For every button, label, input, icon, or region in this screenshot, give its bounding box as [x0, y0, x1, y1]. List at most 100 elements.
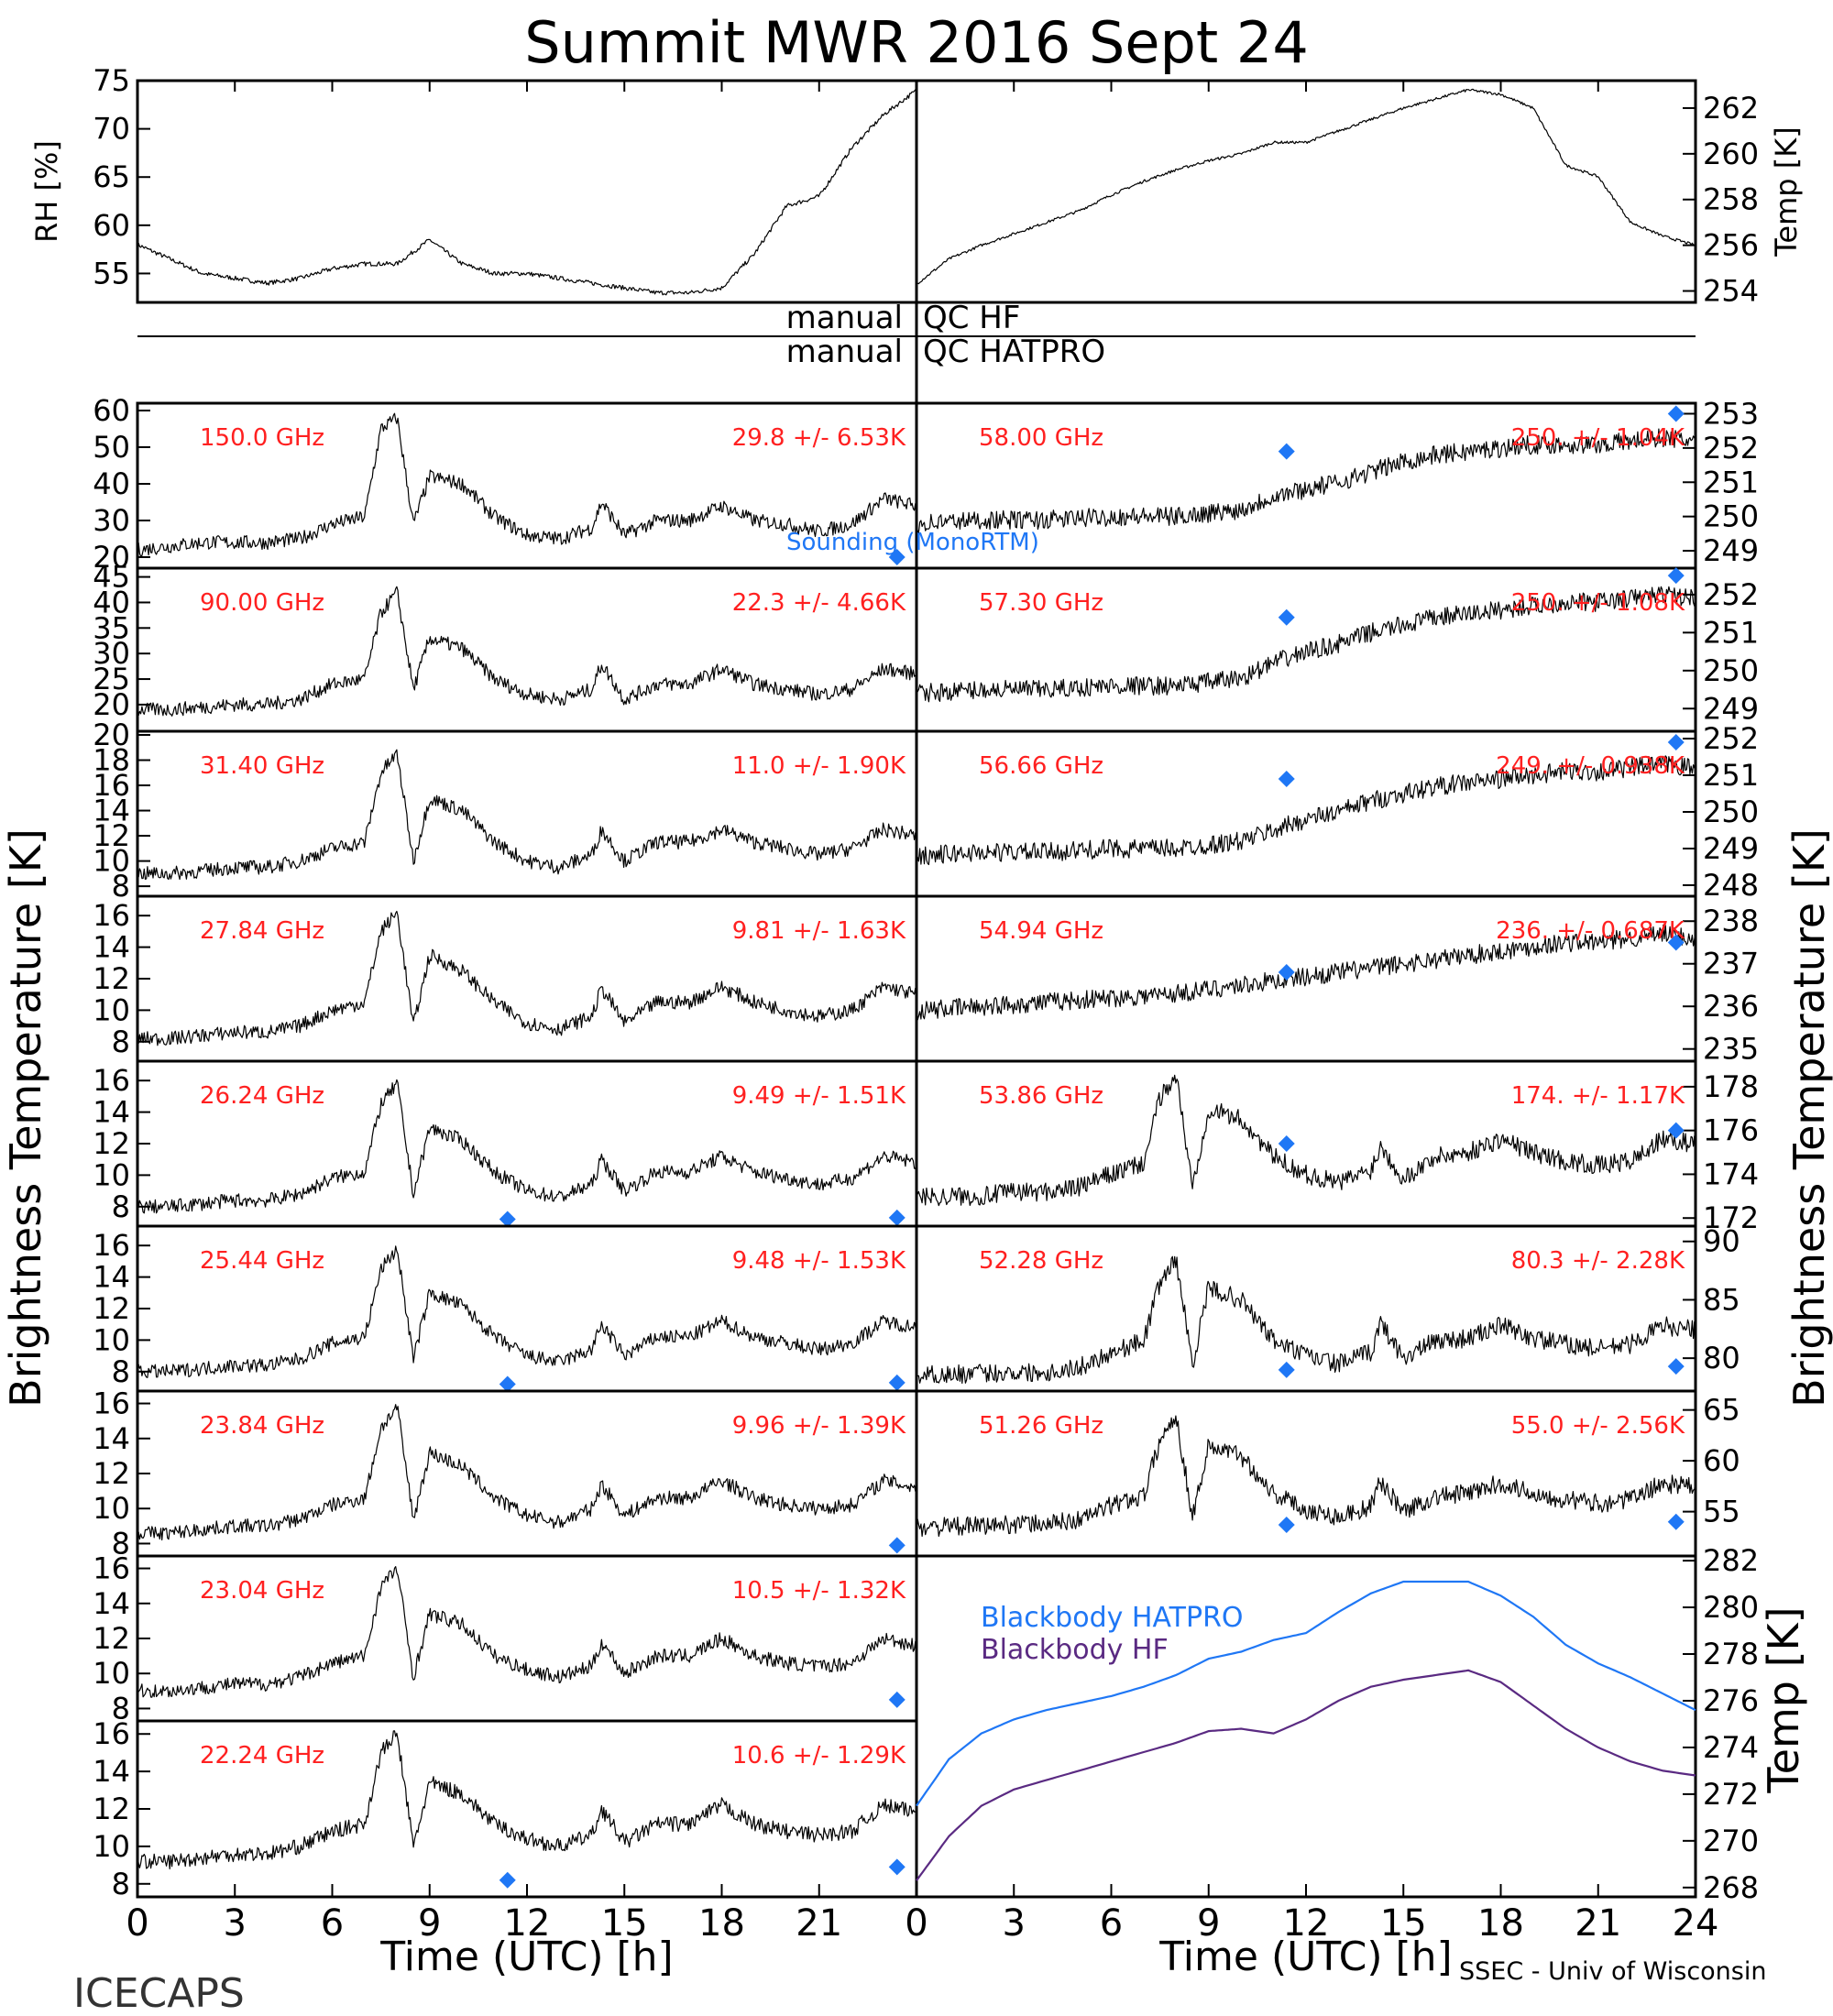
hf_25-sounding-marker — [888, 1374, 906, 1391]
hf_31-ytick-label: 16 — [93, 768, 130, 803]
hp_56-ytick-label: 249 — [1703, 831, 1759, 866]
blackbody-ytick-label: 282 — [1703, 1543, 1759, 1578]
hf_25-sounding-marker — [499, 1375, 516, 1393]
footer-icecaps: ICECAPS — [73, 1970, 245, 2016]
hp_54-trace — [916, 924, 1696, 1021]
rh-ytick-label: 55 — [93, 256, 130, 290]
hp_54-ytick-label: 236 — [1703, 989, 1759, 1024]
hf_27-ytick-label: 12 — [93, 961, 130, 996]
hf_25-ytick-label: 14 — [93, 1260, 130, 1295]
hf_27-ytick-label: 14 — [93, 930, 130, 965]
hf_23_04-stats-label: 10.5 +/- 1.32K — [732, 1577, 906, 1605]
hp_57_30-ytick-label: 250 — [1703, 653, 1759, 688]
rh-ytick-label: 70 — [93, 112, 130, 147]
hp_52-channel-label: 52.28 GHz — [979, 1247, 1103, 1275]
hf_23_84-stats-label: 9.96 +/- 1.39K — [732, 1412, 906, 1440]
hf_25-ytick-label: 12 — [93, 1291, 130, 1326]
hf_150-trace — [137, 412, 917, 557]
time-tick-label-right: 18 — [1477, 1902, 1524, 1945]
temp-ytick-label: 262 — [1703, 91, 1759, 126]
hf_26-ytick-label: 14 — [93, 1095, 130, 1130]
hp_53-sounding-marker — [1278, 1135, 1295, 1152]
hp_54-ytick-label: 238 — [1703, 904, 1759, 938]
hf_23_04-ytick-label: 10 — [93, 1656, 130, 1691]
hf_26-trace — [137, 1079, 917, 1214]
hp_56-channel-label: 56.66 GHz — [979, 752, 1103, 780]
time-tick-label-right: 15 — [1380, 1902, 1427, 1945]
hf_27-trace — [137, 910, 917, 1046]
qc-hatpro-left-label: manual — [786, 334, 903, 370]
hf_23_04-trace — [137, 1566, 917, 1698]
blackbody-hf-legend: Blackbody HF — [981, 1634, 1169, 1666]
hf_26-sounding-marker — [499, 1211, 516, 1228]
hf_31-ytick-label: 14 — [93, 794, 130, 828]
hf_27-channel-label: 27.84 GHz — [200, 917, 324, 945]
temp-ytick-label: 260 — [1703, 137, 1759, 171]
blackbody-series-1 — [916, 1669, 1696, 1881]
hf_31-ytick-label: 20 — [93, 718, 130, 752]
hf_90-ytick-label: 40 — [93, 585, 130, 619]
hp_51-sounding-marker — [1667, 1513, 1685, 1530]
hf_23_04-ytick-label: 16 — [93, 1551, 130, 1586]
time-tick-label-right: 6 — [1100, 1902, 1123, 1945]
time-tick-label-right: 24 — [1673, 1902, 1719, 1945]
hf_150-ytick-label: 40 — [93, 466, 130, 501]
hf_23_04-ytick-label: 8 — [112, 1691, 130, 1726]
hf_27-stats-label: 9.81 +/- 1.63K — [732, 917, 906, 945]
hp_52-sounding-marker — [1667, 1358, 1685, 1375]
hf_31-stats-label: 11.0 +/- 1.90K — [732, 752, 906, 780]
hf_23_04-channel-label: 23.04 GHz — [200, 1577, 324, 1605]
hf_26-channel-label: 26.24 GHz — [200, 1082, 324, 1110]
hf_25-channel-label: 25.44 GHz — [200, 1247, 324, 1275]
time-tick-label-left: 21 — [796, 1902, 842, 1945]
hf_22-trace — [137, 1730, 917, 1870]
hp_52-ytick-label: 85 — [1703, 1282, 1740, 1317]
hf_25-ytick-label: 10 — [93, 1322, 130, 1357]
hf_27-ytick-label: 16 — [93, 898, 130, 933]
hp_52-ytick-label: 80 — [1703, 1341, 1740, 1375]
hp_58-ytick-label: 253 — [1703, 396, 1759, 431]
hp_58-ytick-label: 249 — [1703, 533, 1759, 568]
hf_90-ytick-label: 30 — [93, 636, 130, 671]
hp_53-channel-label: 53.86 GHz — [979, 1082, 1103, 1110]
hp_58-sounding-marker — [1667, 405, 1685, 422]
rh-ytick-label: 65 — [93, 159, 130, 194]
blackbody-hatpro-legend: Blackbody HATPRO — [981, 1602, 1244, 1634]
hp_54-channel-label: 54.94 GHz — [979, 917, 1103, 945]
qc-hf-right-label: QC HF — [923, 300, 1020, 336]
hf_25-ytick-label: 16 — [93, 1228, 130, 1263]
temp-ytick-label: 258 — [1703, 182, 1759, 217]
hp_51-ytick-label: 55 — [1703, 1495, 1740, 1529]
time-tick-label-right: 3 — [1003, 1902, 1026, 1945]
blackbody-series-0 — [916, 1580, 1696, 1807]
hp_54-sounding-marker — [1278, 964, 1295, 981]
hp_57_30-ytick-label: 252 — [1703, 577, 1759, 612]
hf_150-ytick-label: 60 — [93, 393, 130, 428]
hf_31-ytick-label: 10 — [93, 844, 130, 879]
hf_150-sounding-marker — [888, 549, 906, 565]
hp_54-stats-label: 236. +/- 0.687K — [1496, 917, 1685, 945]
hf_26-ytick-label: 12 — [93, 1126, 130, 1161]
hp_57_30-stats-label: 250. +/- 1.08K — [1511, 589, 1685, 617]
qc-hatpro-right-label: QC HATPRO — [923, 334, 1105, 370]
hf_22-ytick-label: 10 — [93, 1829, 130, 1864]
hp_53-trace — [916, 1074, 1696, 1207]
hp_54-ytick-label: 237 — [1703, 947, 1759, 981]
hp_56-stats-label: 249. +/- 0.938K — [1496, 752, 1685, 780]
qc-hf-left-label: manual — [786, 300, 903, 336]
hf_22-ytick-label: 8 — [112, 1867, 130, 1901]
blackbody-ytick-label: 278 — [1703, 1637, 1759, 1671]
rh-axis-label: RH [%] — [29, 140, 64, 243]
time-tick-label-left: 12 — [504, 1902, 551, 1945]
hf_23_84-ytick-label: 8 — [112, 1526, 130, 1561]
hp_57_30-ytick-label: 249 — [1703, 691, 1759, 726]
time-tick-label-right: 9 — [1197, 1902, 1220, 1945]
hf_23_04-ytick-label: 14 — [93, 1586, 130, 1621]
hf_27-ytick-label: 8 — [112, 1024, 130, 1059]
blackbody-ytick-label: 276 — [1703, 1683, 1759, 1718]
hf_22-channel-label: 22.24 GHz — [200, 1742, 324, 1769]
hp_53-ytick-label: 172 — [1703, 1200, 1759, 1235]
hf_23_84-trace — [137, 1404, 917, 1541]
hf_90-ytick-label: 45 — [93, 560, 130, 595]
